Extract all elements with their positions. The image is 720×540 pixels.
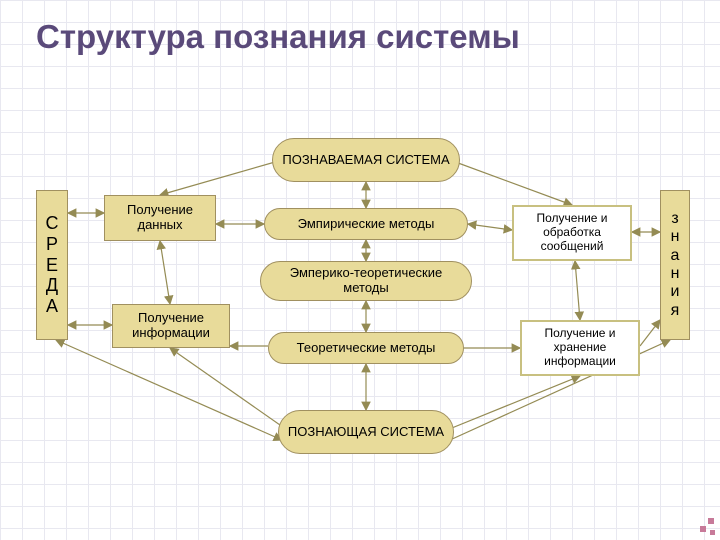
edge-poznavaemaya_left-poluchenie_dannyh_top	[160, 160, 282, 195]
node-poluchenie_hranenie: Получение и хранение информации	[520, 320, 640, 376]
node-emperiko_teor: Эмперико-теоретические методы	[260, 261, 472, 301]
edge-empiricheskie_right-poluchenie_obrabotka_left	[468, 224, 512, 230]
edge-poluchenie_obrabotka_bottom-poluchenie_hranenie_top	[575, 261, 580, 320]
node-poluchenie_informacii: Получение информации	[112, 304, 230, 348]
node-poznavaemaya: ПОЗНАВАЕМАЯ СИСТЕМА	[272, 138, 460, 182]
node-poluchenie_obrabotka: Получение и обработка сообщений	[512, 205, 632, 261]
node-empiricheskie: Эмпирические методы	[264, 208, 468, 240]
edge-sreda_bottom-poznayushaya_left_long	[56, 340, 282, 440]
node-poluchenie_dannyh: Получение данных	[104, 195, 216, 241]
edge-poznayushaya_right-poluchenie_hranenie_bottom	[442, 376, 580, 432]
node-znaniya: знания	[660, 190, 690, 340]
edge-poznayushaya_left-poluchenie_informacii_bottom	[170, 348, 290, 432]
edge-poznavaemaya_right-poluchenie_obrabotka_top	[450, 160, 572, 205]
node-sreda: СРЕДА	[36, 190, 68, 340]
corner-accent-icon	[696, 516, 718, 538]
node-teoreticheskie: Теоретические методы	[268, 332, 464, 364]
page-title: Структура познания системы	[36, 18, 520, 56]
node-poznayushaya: ПОЗНАЮЩАЯ СИСТЕМА	[278, 410, 454, 454]
edge-poluchenie_dannyh_bottom-poluchenie_informacii_top	[160, 241, 170, 304]
edge-poluchenie_hranenie_right-znaniya_left	[640, 320, 660, 346]
